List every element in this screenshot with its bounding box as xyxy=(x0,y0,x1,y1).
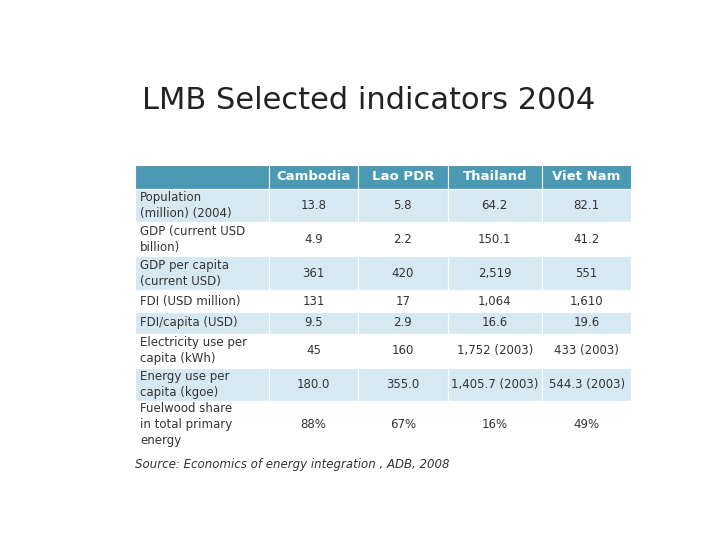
Text: 16.6: 16.6 xyxy=(482,316,508,329)
Text: FDI (USD million): FDI (USD million) xyxy=(140,294,240,308)
Text: 150.1: 150.1 xyxy=(478,233,511,246)
Bar xyxy=(269,334,358,368)
Bar xyxy=(269,312,358,334)
Text: 1,752 (2003): 1,752 (2003) xyxy=(456,344,533,357)
Bar xyxy=(542,256,631,290)
Bar xyxy=(135,401,269,447)
Text: GDP per capita
(current USD): GDP per capita (current USD) xyxy=(140,259,229,288)
Bar xyxy=(358,312,448,334)
Text: 45: 45 xyxy=(306,344,321,357)
Bar xyxy=(135,368,269,401)
Bar xyxy=(448,290,542,312)
Text: 16%: 16% xyxy=(482,418,508,431)
Text: 9.5: 9.5 xyxy=(304,316,323,329)
Text: 64.2: 64.2 xyxy=(482,199,508,212)
Text: 180.0: 180.0 xyxy=(297,378,330,391)
Bar xyxy=(542,368,631,401)
Text: 41.2: 41.2 xyxy=(573,233,600,246)
Bar xyxy=(542,222,631,256)
Text: 5.8: 5.8 xyxy=(394,199,412,212)
Bar xyxy=(542,401,631,447)
Text: 1,064: 1,064 xyxy=(478,294,511,308)
Bar xyxy=(448,165,542,188)
Bar xyxy=(135,312,269,334)
Bar xyxy=(448,401,542,447)
Bar xyxy=(135,165,269,188)
Text: 19.6: 19.6 xyxy=(573,316,600,329)
Text: 1,405.7 (2003): 1,405.7 (2003) xyxy=(451,378,539,391)
Bar xyxy=(135,256,269,290)
Bar xyxy=(269,368,358,401)
Text: Cambodia: Cambodia xyxy=(276,170,351,183)
Text: 17: 17 xyxy=(395,294,410,308)
Bar xyxy=(448,368,542,401)
Text: FDI/capita (USD): FDI/capita (USD) xyxy=(140,316,238,329)
Bar xyxy=(542,188,631,222)
Text: 67%: 67% xyxy=(390,418,416,431)
Bar xyxy=(448,188,542,222)
Bar xyxy=(135,334,269,368)
Bar xyxy=(358,334,448,368)
Bar xyxy=(542,312,631,334)
Text: Energy use per
capita (kgoe): Energy use per capita (kgoe) xyxy=(140,370,230,399)
Text: Thailand: Thailand xyxy=(462,170,527,183)
Text: Population
(million) (2004): Population (million) (2004) xyxy=(140,191,232,220)
Text: 2.9: 2.9 xyxy=(393,316,412,329)
Text: 131: 131 xyxy=(302,294,325,308)
Text: 13.8: 13.8 xyxy=(300,199,326,212)
Bar xyxy=(135,290,269,312)
Bar xyxy=(358,165,448,188)
Bar xyxy=(358,256,448,290)
Bar xyxy=(358,368,448,401)
Text: 2.2: 2.2 xyxy=(393,233,412,246)
Bar xyxy=(358,222,448,256)
Text: 1,610: 1,610 xyxy=(570,294,603,308)
Bar xyxy=(135,222,269,256)
Text: 49%: 49% xyxy=(574,418,600,431)
Bar xyxy=(542,165,631,188)
Text: 361: 361 xyxy=(302,267,325,280)
Text: GDP (current USD
billion): GDP (current USD billion) xyxy=(140,225,246,254)
Bar xyxy=(135,188,269,222)
Text: 4.9: 4.9 xyxy=(304,233,323,246)
Text: Electricity use per
capita (kWh): Electricity use per capita (kWh) xyxy=(140,336,248,365)
Bar xyxy=(448,312,542,334)
Text: Viet Nam: Viet Nam xyxy=(552,170,621,183)
Bar xyxy=(448,222,542,256)
Bar xyxy=(448,334,542,368)
Bar xyxy=(269,222,358,256)
Text: Fuelwood share
in total primary
energy: Fuelwood share in total primary energy xyxy=(140,402,233,447)
Bar xyxy=(269,188,358,222)
Text: LMB Selected indicators 2004: LMB Selected indicators 2004 xyxy=(143,85,595,114)
Text: 355.0: 355.0 xyxy=(386,378,420,391)
Bar xyxy=(269,256,358,290)
Bar xyxy=(269,290,358,312)
Text: Source: Economics of energy integration , ADB, 2008: Source: Economics of energy integration … xyxy=(135,458,449,471)
Bar xyxy=(358,188,448,222)
Text: 2,519: 2,519 xyxy=(478,267,511,280)
Bar xyxy=(269,401,358,447)
Text: 433 (2003): 433 (2003) xyxy=(554,344,619,357)
Bar xyxy=(542,334,631,368)
Bar xyxy=(269,165,358,188)
Text: 160: 160 xyxy=(392,344,414,357)
Text: 420: 420 xyxy=(392,267,414,280)
Text: 551: 551 xyxy=(575,267,598,280)
Text: 88%: 88% xyxy=(300,418,326,431)
Bar xyxy=(542,290,631,312)
Bar xyxy=(358,290,448,312)
Text: 544.3 (2003): 544.3 (2003) xyxy=(549,378,625,391)
Bar xyxy=(358,401,448,447)
Text: 82.1: 82.1 xyxy=(574,199,600,212)
Text: Lao PDR: Lao PDR xyxy=(372,170,434,183)
Bar xyxy=(448,256,542,290)
